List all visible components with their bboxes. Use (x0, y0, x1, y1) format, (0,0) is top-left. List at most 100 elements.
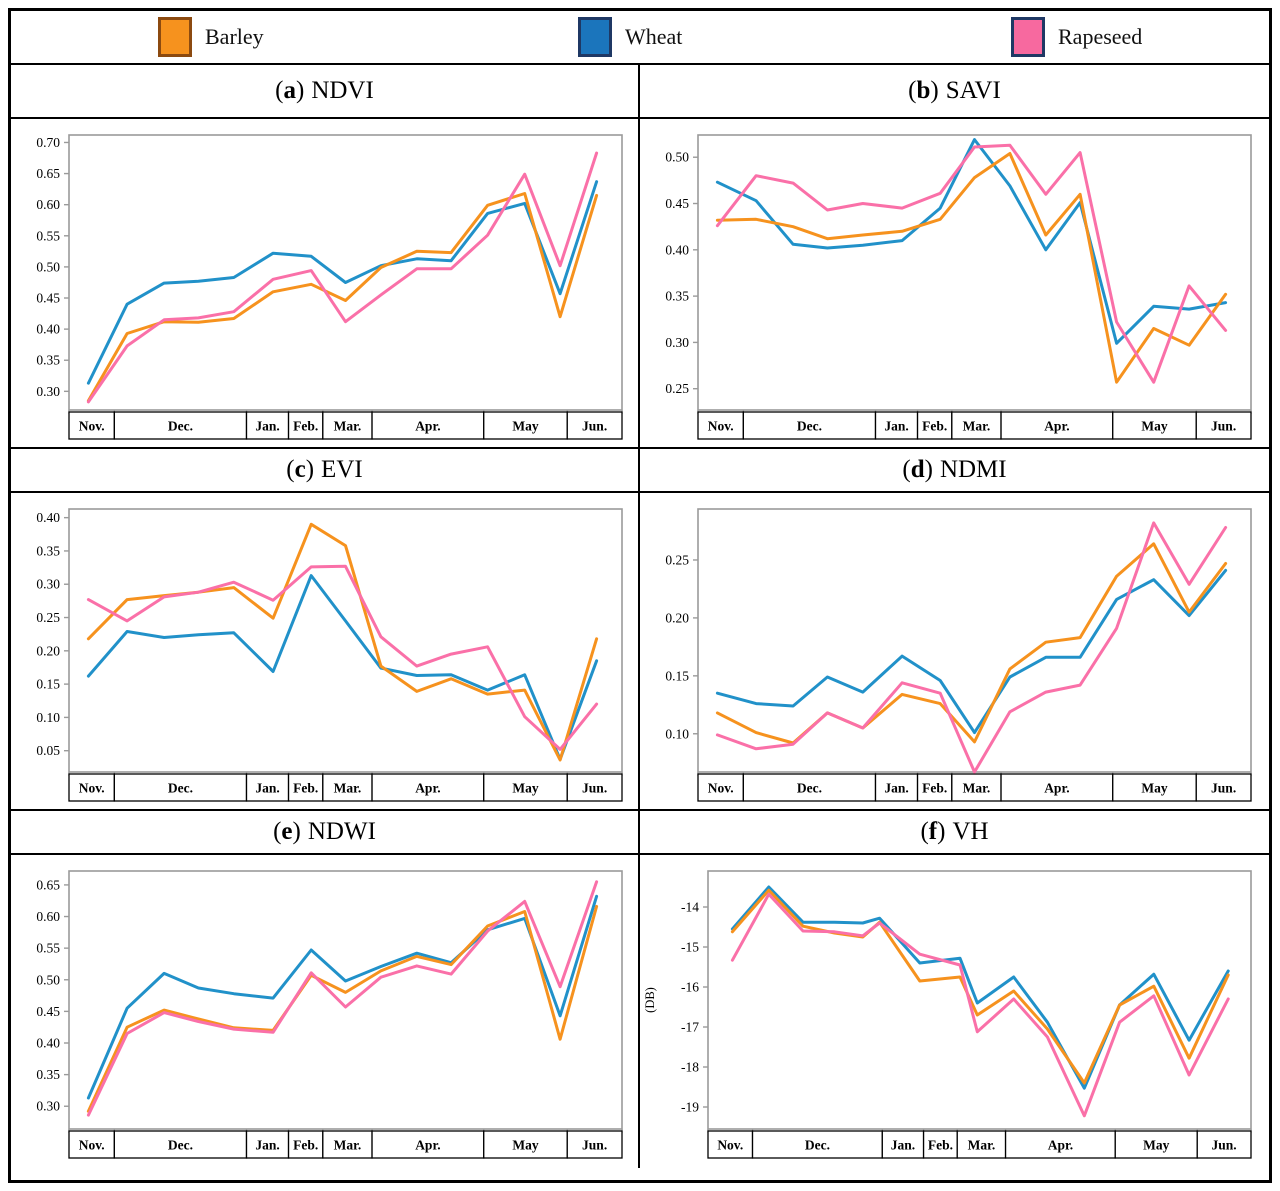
chart-evi: 0.40 0.35 0.30 0.25 0.20 0.15 0.10 0.05 Nov. Dec.… (36, 508, 623, 802)
chart-row-ab: 0.70 0.65 0.60 0.55 0.50 0.45 0.40 0.35 0.30 Nov.… (11, 119, 1269, 449)
month-box (956, 1130, 1007, 1159)
panel-title-vh: f VH (640, 811, 1269, 853)
month-label: Jun. (1211, 781, 1236, 796)
y-tick-label: 0.20 (665, 610, 689, 625)
month-label: Mar. (334, 1138, 362, 1153)
month-label: May (512, 1138, 538, 1153)
y-tick-label: 0.60 (36, 197, 60, 212)
month-box (697, 773, 744, 802)
month-box (483, 1130, 568, 1159)
series-line-rapeseed (715, 143, 1228, 384)
month-label: May (512, 781, 538, 796)
month-label: Apr. (1048, 1138, 1073, 1153)
chart-cell-ndmi: 0.25 0.20 0.15 0.10 Nov. Dec. Jan. Feb. Mar. Apr.… (640, 493, 1269, 809)
month-label: May (1143, 1138, 1169, 1153)
y-tick-label: 0.65 (36, 166, 60, 181)
legend-item-rapeseed: Rapeseed (1011, 11, 1142, 63)
title-row-ef: e NDWI f VH (11, 811, 1269, 855)
month-box (322, 773, 373, 802)
y-tick-label: 0.05 (36, 743, 60, 758)
title-row-cd: c EVI d NDMI (11, 449, 1269, 493)
plot-frame (68, 134, 623, 411)
series-line-rapeseed (715, 521, 1228, 774)
legend-label-wheat: Wheat (625, 24, 683, 49)
barley-swatch-icon (158, 17, 192, 57)
y-tick-label: 0.25 (36, 610, 60, 625)
month-axis: Nov. Dec. Jan. Feb. Mar. Apr. May Jun. (707, 1129, 1252, 1159)
month-box (1004, 1130, 1116, 1159)
y-tick-label: -18 (681, 1060, 699, 1075)
month-label: Apr. (415, 1138, 440, 1153)
series-line-wheat (86, 574, 599, 761)
series-line-rapeseed (730, 892, 1230, 1118)
y-tick-label: -15 (681, 940, 699, 955)
legend-label-rapeseed: Rapeseed (1058, 24, 1143, 49)
panel-letter-f: f (920, 818, 945, 846)
panel-title-ndmi: d NDMI (640, 449, 1269, 491)
chart-ndmi: 0.25 0.20 0.15 0.10 Nov. Dec. Jan. Feb. Mar. Apr.… (665, 508, 1252, 802)
series-line-barley (715, 152, 1228, 384)
panel-name-ndvi: NDVI (311, 77, 374, 104)
month-box (1195, 773, 1252, 802)
y-tick-label: 0.40 (665, 242, 689, 257)
month-label: Jun. (582, 781, 607, 796)
chart-vh: -14 -15 -16 -17 -18 -19 (DB) Nov. Dec. Jan. Feb. Ma… (643, 870, 1252, 1159)
month-axis: Nov. Dec. Jan. Feb. Mar. Apr. May Jun. (697, 772, 1252, 802)
y-tick-label: -19 (681, 1100, 699, 1115)
y-tick-label: 0.25 (665, 552, 689, 567)
month-box (566, 773, 623, 802)
month-label: Dec. (168, 1138, 193, 1153)
panel-letter-d: d (902, 456, 933, 484)
month-label: Apr. (1044, 419, 1069, 434)
y-tick-label: 0.40 (36, 322, 60, 337)
month-label: Jun. (1211, 419, 1236, 434)
month-axis: Nov. Dec. Jan. Feb. Mar. Apr. May Jun. (68, 1129, 623, 1159)
plot-frame (68, 508, 623, 773)
y-tick-label: 0.45 (665, 196, 689, 211)
month-label: Mar. (968, 1138, 996, 1153)
month-box (916, 411, 953, 440)
series-line-wheat (715, 138, 1228, 345)
month-box (287, 1130, 324, 1159)
y-axis-label: (DB) (643, 987, 657, 1013)
month-label: Apr. (1044, 781, 1069, 796)
panel-name-ndwi: NDWI (307, 818, 376, 845)
series-line-barley (86, 904, 599, 1113)
series-line-rapeseed (86, 564, 599, 751)
y-tick-label: 0.25 (665, 381, 689, 396)
month-label: Jan. (884, 419, 908, 434)
month-label: May (1141, 419, 1167, 434)
month-box (287, 411, 324, 440)
chart-cell-vh: -14 -15 -16 -17 -18 -19 (DB) Nov. Dec. Jan. Feb. Ma… (640, 855, 1269, 1168)
y-tick-label: 0.55 (36, 941, 60, 956)
chart-cell-ndvi: 0.70 0.65 0.60 0.55 0.50 0.45 0.40 0.35 0.30 Nov.… (11, 119, 640, 447)
month-box (1196, 1130, 1252, 1159)
month-label: Feb. (922, 419, 947, 434)
y-tick-label: 0.55 (36, 228, 60, 243)
panel-name-vh: VH (952, 818, 989, 845)
chart-savi: 0.50 0.45 0.40 0.35 0.30 0.25 Nov. Dec. Jan. Feb.… (665, 134, 1252, 440)
month-label: Nov. (708, 781, 734, 796)
y-tick-label: 0.30 (36, 384, 60, 399)
series-line-wheat (86, 894, 599, 1100)
month-box (874, 773, 919, 802)
rapeseed-swatch-icon (1011, 17, 1045, 57)
chart-cell-savi: 0.50 0.45 0.40 0.35 0.30 0.25 Nov. Dec. Jan. Feb.… (640, 119, 1269, 447)
y-tick-label: 0.30 (665, 335, 689, 350)
month-box (566, 1130, 623, 1159)
month-label: Nov. (717, 1138, 743, 1153)
month-label: Dec. (168, 419, 193, 434)
chart-row-ef: 0.65 0.60 0.55 0.50 0.45 0.40 0.35 0.30 Nov. Dec.… (11, 855, 1269, 1168)
month-box (1195, 411, 1252, 440)
wheat-swatch-icon (578, 17, 612, 57)
y-tick-label: -16 (681, 980, 699, 995)
month-label: Feb. (928, 1138, 953, 1153)
month-box (113, 1130, 248, 1159)
month-box (751, 1130, 883, 1159)
month-box (1112, 773, 1197, 802)
month-box (371, 411, 485, 440)
y-tick-label: 0.35 (665, 289, 689, 304)
legend-label-barley: Barley (205, 24, 264, 49)
panel-letter-c: c (286, 456, 314, 484)
month-axis: Nov. Dec. Jan. Feb. Mar. Apr. May Jun. (697, 410, 1252, 440)
